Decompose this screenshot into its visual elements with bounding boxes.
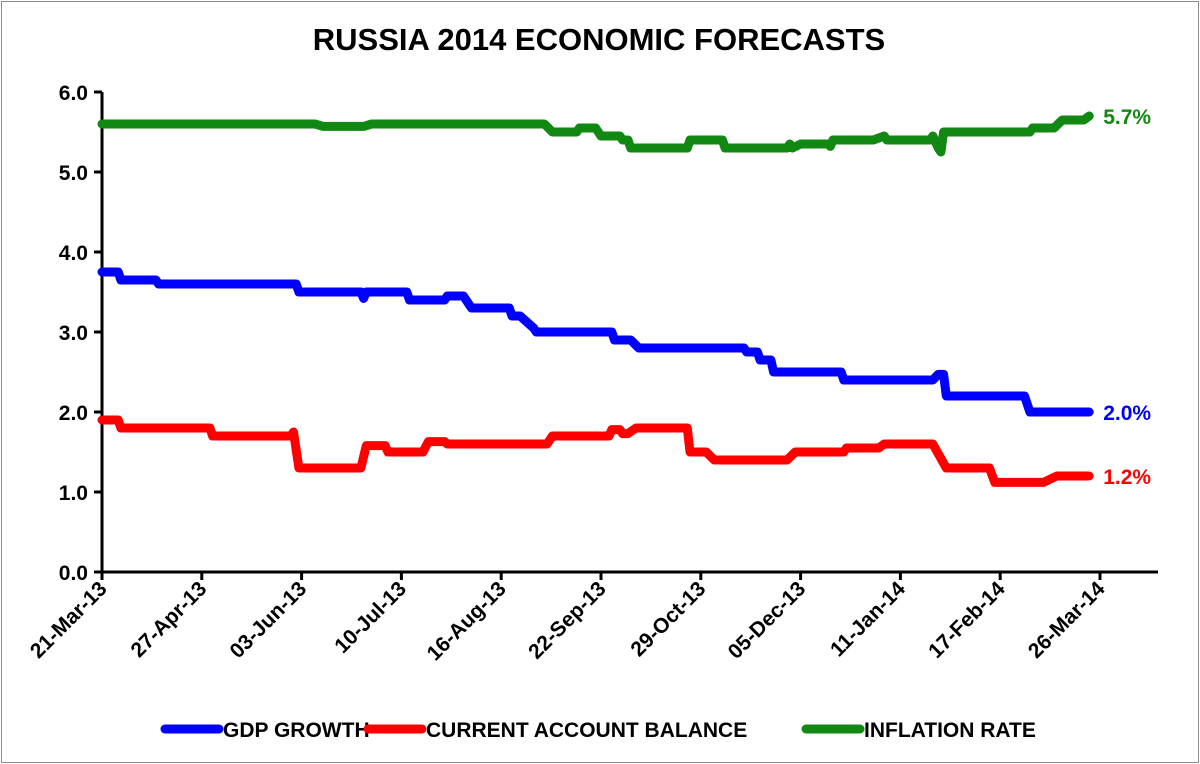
chart-title: RUSSIA 2014 ECONOMIC FORECASTS — [312, 22, 886, 57]
series-line-current-account-balance — [97, 415, 1094, 487]
end-value-label: 1.2% — [1103, 466, 1151, 489]
legend: GDP GROWTH CURRENT ACCOUNT BALANCE INFLATI… — [160, 719, 1036, 742]
end-value-label: 2.0% — [1103, 402, 1151, 425]
end-labels: 2.0% 1.2% 5.7% — [1103, 106, 1151, 489]
series-lines — [97, 111, 1094, 487]
series-line-gdp-growth — [97, 267, 1094, 417]
end-value-label: 5.7% — [1103, 106, 1151, 129]
y-tick-label: 0.0 — [59, 562, 88, 585]
x-tick-label: 22-Sep-13 — [524, 577, 610, 663]
legend-label: INFLATION RATE — [864, 719, 1036, 742]
y-tick-label: 4.0 — [59, 242, 88, 265]
legend-label: GDP GROWTH — [223, 719, 370, 742]
x-tick-label: 17-Feb-14 — [924, 577, 1010, 663]
y-tick-label: 1.0 — [59, 482, 88, 505]
x-tick-label: 10-Jul-13 — [330, 577, 411, 658]
y-tick-label: 5.0 — [59, 162, 88, 185]
x-tick-label: 16-Aug-13 — [423, 577, 511, 665]
y-tick-label: 3.0 — [59, 322, 88, 345]
series-line-inflation-rate — [97, 111, 1094, 157]
x-tick-label: 11-Jan-14 — [826, 577, 910, 661]
x-tick-label: 29-Oct-13 — [626, 577, 710, 661]
legend-label: CURRENT ACCOUNT BALANCE — [426, 719, 747, 742]
x-tick-label: 05-Dec-13 — [724, 577, 810, 663]
y-tick-label: 2.0 — [59, 402, 88, 425]
x-tick-label: 21-Mar-13 — [26, 577, 112, 663]
y-tick-label: 6.0 — [59, 82, 88, 105]
x-tick-label: 27-Apr-13 — [127, 577, 212, 662]
x-tick-label: 03-Jun-13 — [226, 577, 312, 663]
x-tick-label: 26-Mar-14 — [1024, 577, 1110, 663]
axes: 0.01.02.03.04.05.06.021-Mar-13 27-Apr-13 0… — [26, 82, 1158, 665]
